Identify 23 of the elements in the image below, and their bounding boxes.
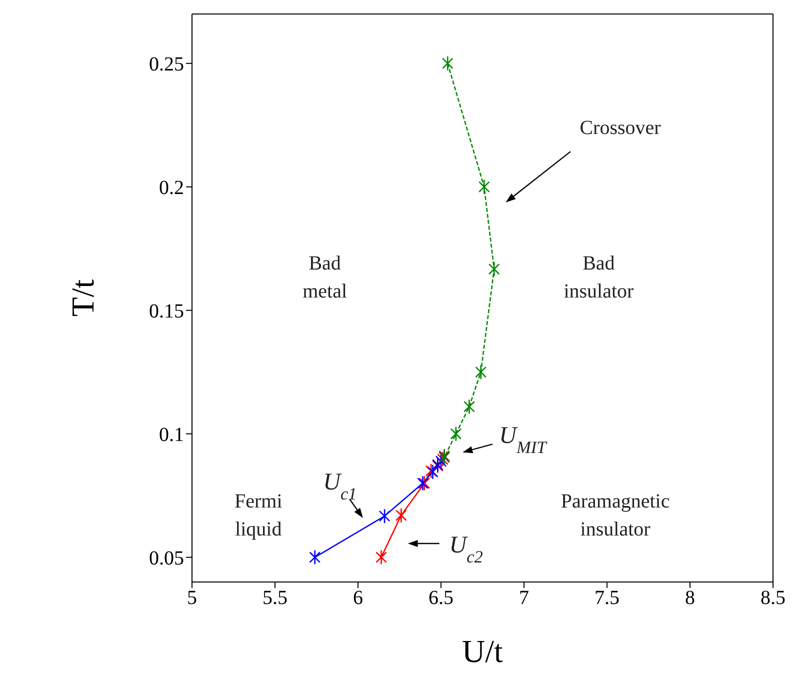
x-tick-label: 8.5 [760,587,786,610]
annotation: Crossover [580,116,662,139]
annotation: U$_{MIT}$ [499,423,548,457]
y-tick-label: 0.2 [159,176,184,199]
y-tick-label: 0.25 [149,53,184,76]
annotation: Fermi liquid [234,490,283,540]
x-tick-label: 6.5 [428,587,454,610]
annotation: U$_{c2}$ [449,532,484,566]
x-tick-label: 5.5 [262,587,288,610]
annotation: Bad metal [302,252,348,302]
annotation: U$_{c1}$ [323,470,357,504]
y-tick-label: 0.15 [149,300,184,322]
y-tick-label: 0.05 [149,547,184,570]
annotation: Paramagnetic insulator [560,490,670,540]
y-axis-title: T/t [64,279,100,317]
x-axis-title: U/t [462,633,504,669]
x-tick-label: 7 [519,587,529,610]
annotation: Bad insulator [564,252,634,302]
x-tick-label: 7.5 [594,587,620,610]
y-tick-label: 0.1 [159,424,184,446]
x-tick-label: 5 [187,587,197,610]
x-tick-label: 6 [353,587,363,610]
x-tick-label: 8 [685,587,695,610]
